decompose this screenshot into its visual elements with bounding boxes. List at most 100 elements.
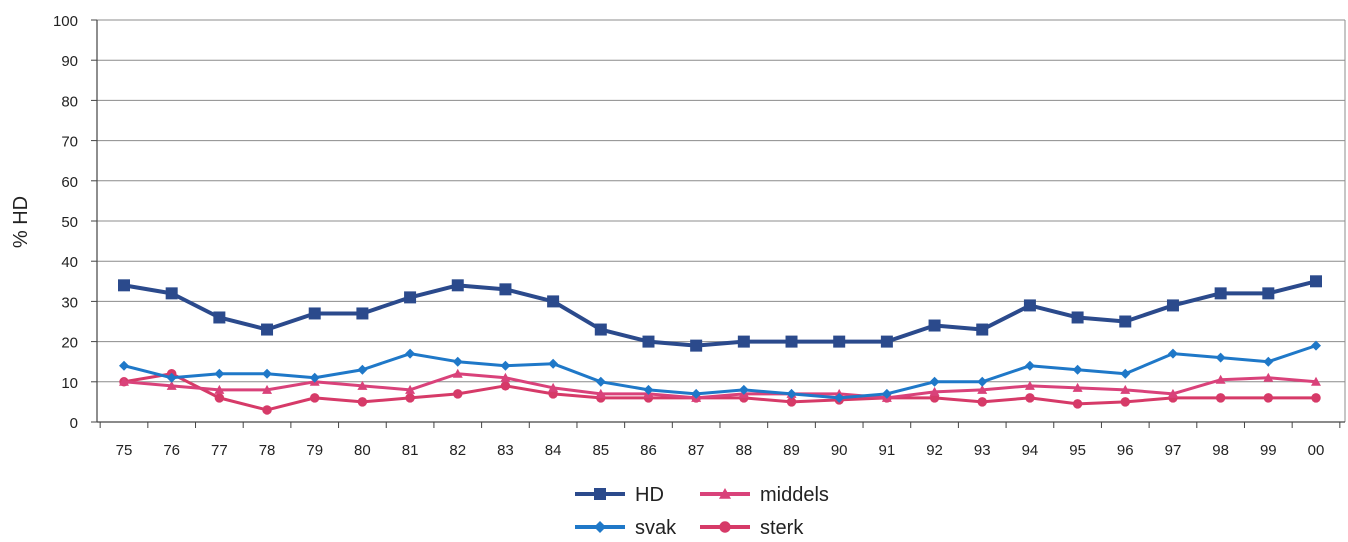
data-point-sterk — [500, 381, 511, 391]
series-svak — [119, 340, 1321, 403]
x-tick-label: 99 — [1260, 442, 1277, 459]
data-point-middels — [1024, 380, 1035, 390]
series — [118, 275, 1322, 415]
x-tick-label: 82 — [449, 442, 466, 459]
data-point-svak — [834, 392, 845, 403]
legend-label: sterk — [760, 517, 804, 537]
x-tick-label: 75 — [116, 442, 133, 459]
data-point-HD — [213, 311, 226, 324]
x-tick-label: 00 — [1308, 442, 1325, 459]
data-point-svak — [643, 384, 654, 395]
data-point-sterk — [453, 389, 463, 399]
legend-label: HD — [635, 484, 664, 506]
data-point-svak — [691, 388, 702, 399]
legend-swatch-marker — [594, 488, 606, 500]
x-tick-label: 80 — [354, 442, 371, 459]
x-tick-label: 81 — [402, 442, 419, 459]
data-point-svak — [929, 376, 940, 387]
legend-item-HD: HD — [575, 484, 664, 506]
data-point-HD — [785, 335, 798, 348]
legend-label: svak — [635, 517, 677, 537]
x-tick-label: 92 — [926, 442, 943, 459]
data-point-HD — [1166, 299, 1179, 312]
x-tick-label: 89 — [783, 442, 800, 459]
x-tick-label: 98 — [1212, 442, 1229, 459]
legend-item-middels: middels — [700, 484, 829, 506]
data-point-sterk — [1311, 393, 1321, 403]
data-point-sterk — [214, 393, 225, 403]
data-point-svak — [214, 368, 225, 379]
series-line-svak — [123, 344, 1317, 400]
data-point-HD — [1071, 311, 1084, 324]
legend-swatch-marker — [594, 521, 606, 533]
data-point-sterk — [1215, 393, 1226, 403]
x-tick-label: 85 — [592, 442, 609, 459]
data-point-middels — [1072, 382, 1083, 392]
y-tick-label: 30 — [61, 294, 78, 311]
x-tick-label: 94 — [1022, 442, 1039, 459]
data-point-middels — [166, 380, 177, 390]
data-point-svak — [500, 360, 511, 371]
y-axis-label: % HD — [10, 196, 32, 248]
series-middels — [119, 368, 1321, 402]
axes — [91, 19, 1346, 428]
data-point-HD — [1214, 287, 1227, 300]
data-point-middels — [452, 368, 463, 378]
y-tick-label: 90 — [61, 53, 78, 70]
data-point-svak — [452, 356, 463, 367]
data-point-svak — [166, 372, 177, 383]
data-point-HD — [356, 307, 369, 320]
data-point-sterk — [262, 405, 272, 415]
data-point-middels — [1263, 372, 1274, 382]
x-tick-label: 97 — [1165, 442, 1182, 459]
legend-item-svak: svak — [575, 517, 677, 539]
data-point-middels — [1120, 384, 1131, 394]
legend-item-sterk: sterk — [700, 517, 804, 539]
data-point-svak — [1024, 360, 1035, 371]
data-point-svak — [1072, 364, 1083, 375]
x-tick-label: 77 — [211, 442, 228, 459]
data-point-svak — [262, 368, 273, 379]
data-point-svak — [738, 384, 749, 395]
data-point-svak — [548, 358, 559, 369]
data-point-svak — [786, 388, 797, 399]
y-tick-label: 40 — [61, 254, 78, 271]
x-tick-label: 83 — [497, 442, 514, 459]
data-point-sterk — [1025, 393, 1035, 403]
data-point-sterk — [309, 393, 320, 403]
x-tick-labels: 75 76 77 78 79 80 81 82 83 84 85 86 87 88 89 90 91 92 93 94… — [116, 442, 1325, 459]
data-point-HD — [690, 339, 703, 352]
x-tick-label: 86 — [640, 442, 657, 459]
data-point-sterk — [977, 397, 987, 407]
data-point-svak — [1311, 340, 1321, 351]
data-point-HD — [118, 279, 130, 292]
data-point-middels — [1311, 376, 1321, 386]
y-tick-label: 100 — [53, 13, 78, 30]
data-point-svak — [881, 388, 892, 399]
data-point-middels — [1215, 374, 1226, 384]
y-tick-label: 50 — [61, 214, 78, 231]
data-point-HD — [642, 335, 655, 348]
y-tick-label: 10 — [61, 375, 78, 392]
x-tick-label: 79 — [306, 442, 323, 459]
data-point-svak — [1263, 356, 1274, 367]
legend-label: middels — [760, 484, 829, 506]
data-point-HD — [737, 335, 750, 348]
y-tick-label: 60 — [61, 174, 78, 191]
data-point-svak — [977, 376, 988, 387]
data-point-HD — [261, 323, 274, 336]
data-point-middels — [1167, 388, 1178, 398]
x-tick-label: 90 — [831, 442, 848, 459]
data-point-HD — [833, 335, 846, 348]
legend: HD svak middels sterk — [575, 484, 829, 539]
data-point-HD — [594, 323, 607, 336]
data-point-HD — [1023, 299, 1036, 312]
x-tick-label: 84 — [545, 442, 562, 459]
data-point-HD — [1262, 287, 1275, 300]
y-tick-label: 0 — [70, 415, 78, 432]
data-point-middels — [595, 388, 606, 398]
data-point-HD — [165, 287, 178, 300]
data-point-middels — [405, 384, 416, 394]
data-point-HD — [404, 291, 417, 304]
data-point-middels — [262, 384, 273, 394]
